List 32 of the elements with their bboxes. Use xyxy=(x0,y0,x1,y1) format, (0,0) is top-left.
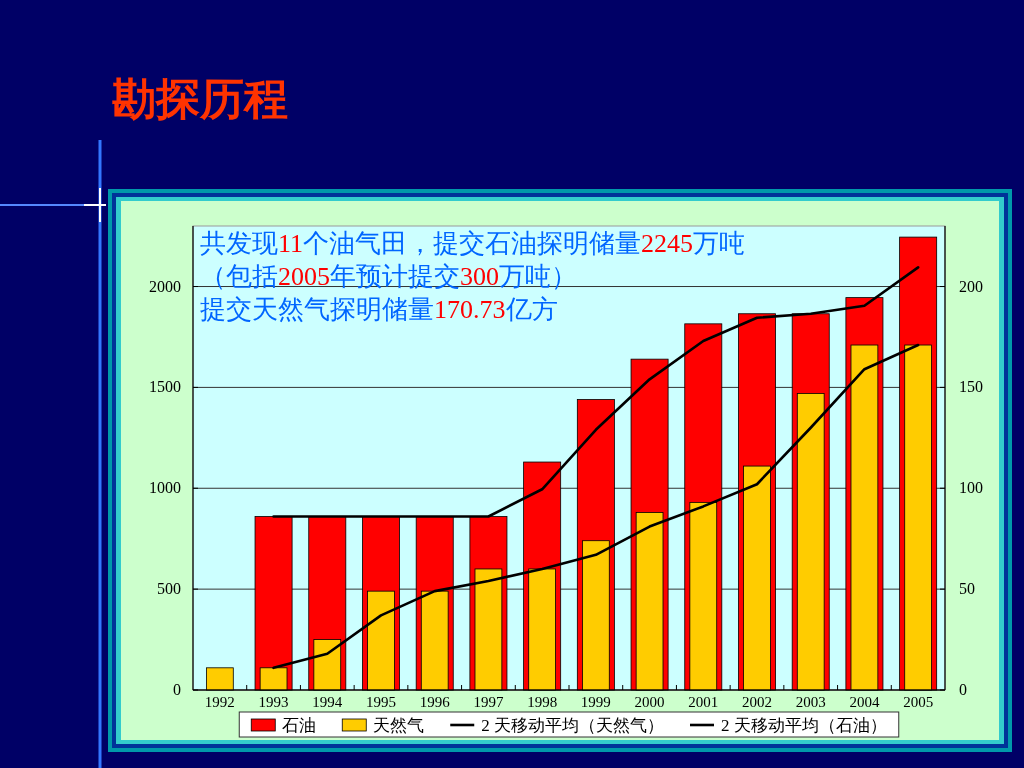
legend-label: 2 天移动平均（天然气） xyxy=(481,716,664,735)
x-tick-label: 1993 xyxy=(258,694,289,710)
x-tick-label: 2005 xyxy=(903,694,934,710)
y2-tick-label: 100 xyxy=(959,479,983,497)
y-tick-label: 0 xyxy=(173,681,181,698)
legend-label: 石油 xyxy=(282,716,317,735)
legend-label: 2 天移动平均（石油） xyxy=(721,716,887,735)
annotation: （包括2005年预计提交300万吨） xyxy=(200,262,577,291)
x-tick-label: 1992 xyxy=(204,694,235,710)
x-tick-label: 2002 xyxy=(742,694,772,710)
y-tick-label: 500 xyxy=(157,580,181,598)
x-tick-label: 2000 xyxy=(634,694,665,710)
y2-tick-label: 200 xyxy=(959,277,983,295)
x-tick-label: 1994 xyxy=(312,694,343,710)
y-tick-label: 1000 xyxy=(149,479,181,497)
y-tick-label: 1500 xyxy=(149,378,181,396)
annotation: 共发现11个油气田，提交石油探明储量2245万吨 xyxy=(200,229,746,258)
annotation: 提交天然气探明储量170.73亿方 xyxy=(200,295,558,324)
x-tick-label: 1995 xyxy=(366,694,396,710)
y2-tick-label: 150 xyxy=(959,378,983,396)
y2-tick-label: 50 xyxy=(959,580,975,598)
x-tick-label: 2004 xyxy=(849,694,880,710)
x-tick-label: 1997 xyxy=(473,694,504,710)
x-tick-label: 1998 xyxy=(527,694,558,710)
y2-tick-label: 0 xyxy=(959,681,967,698)
y-tick-label: 2000 xyxy=(149,277,181,295)
x-tick-label: 1996 xyxy=(419,694,450,710)
x-tick-label: 1999 xyxy=(580,694,611,710)
x-tick-label: 2003 xyxy=(795,694,826,710)
x-tick-label: 2001 xyxy=(688,694,719,710)
title: 勘探历程 xyxy=(112,75,288,124)
legend-label: 天然气 xyxy=(373,716,425,735)
